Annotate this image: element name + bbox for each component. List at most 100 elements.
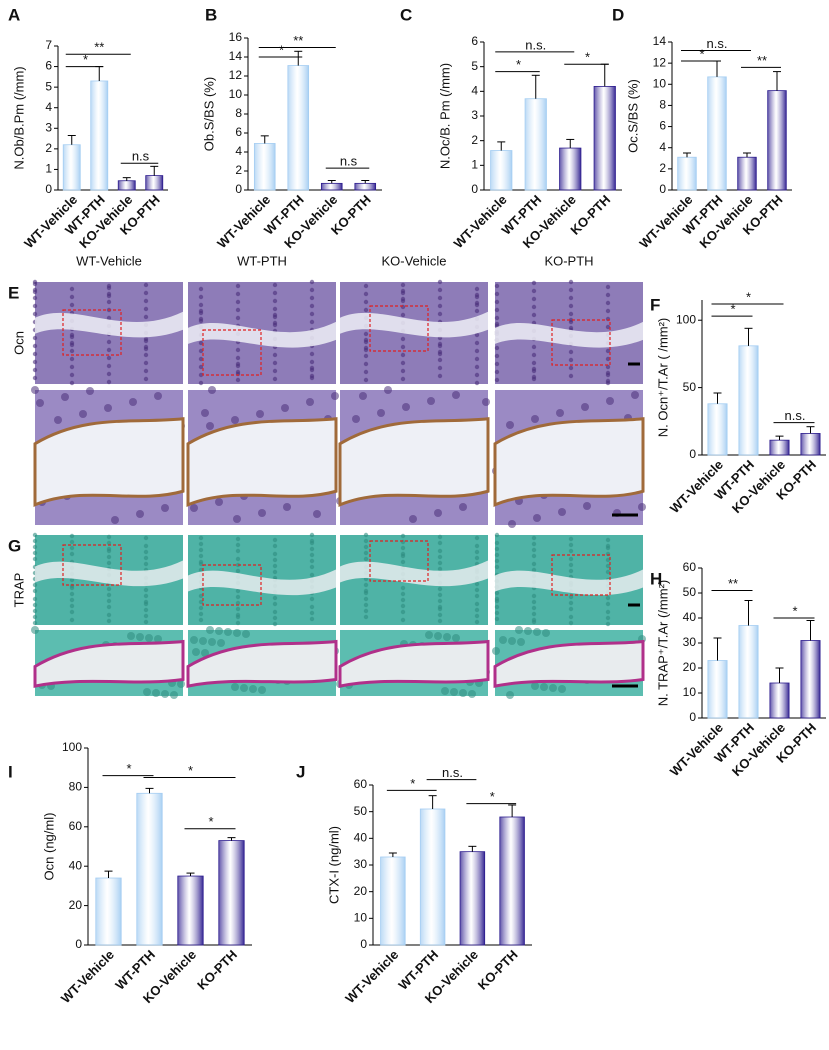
cell xyxy=(474,535,480,541)
y-axis-label: N.Ob/B.Pm (/mm) xyxy=(11,66,26,169)
y-tick-label: 6 xyxy=(45,59,52,73)
cell xyxy=(143,376,149,382)
bone xyxy=(33,417,185,507)
cell xyxy=(437,357,443,363)
cell xyxy=(32,289,38,295)
cell xyxy=(106,355,112,361)
cell xyxy=(32,614,38,620)
cell xyxy=(363,361,369,367)
cell xyxy=(400,609,406,615)
cell xyxy=(474,601,480,607)
cell xyxy=(605,557,611,563)
cell xyxy=(605,543,611,549)
cell xyxy=(106,347,112,353)
cell xyxy=(69,364,75,370)
significance-label: * xyxy=(585,50,590,65)
cell xyxy=(549,684,557,692)
cell xyxy=(605,380,611,386)
cell xyxy=(400,559,406,565)
y-tick-label: 0 xyxy=(471,182,478,196)
y-tick-label: 10 xyxy=(683,685,697,699)
cell xyxy=(143,593,149,599)
y-tick-label: 2 xyxy=(659,161,666,175)
cell xyxy=(568,365,574,371)
panel-label: H xyxy=(650,569,662,588)
cell xyxy=(363,369,369,375)
cell xyxy=(235,594,241,600)
cell xyxy=(106,293,112,299)
cell xyxy=(508,637,516,645)
cell xyxy=(309,564,315,570)
error-bar xyxy=(468,845,477,852)
cell xyxy=(32,335,38,341)
cell xyxy=(363,283,369,289)
cell xyxy=(452,391,460,399)
cell xyxy=(198,356,204,362)
cell xyxy=(309,311,315,317)
cell xyxy=(363,614,369,620)
cell xyxy=(235,299,241,305)
y-tick-label: 16 xyxy=(229,30,243,44)
cell xyxy=(272,290,278,296)
cell xyxy=(111,516,119,524)
cell xyxy=(605,300,611,306)
cell xyxy=(32,608,38,614)
cell xyxy=(69,609,75,615)
cell xyxy=(494,345,500,351)
cell xyxy=(198,559,204,565)
cell xyxy=(32,375,38,381)
cell xyxy=(494,540,500,546)
cell xyxy=(306,398,314,406)
cell xyxy=(198,547,204,553)
cell xyxy=(474,613,480,619)
cell xyxy=(605,537,611,543)
cell xyxy=(437,303,443,309)
error-bar xyxy=(388,852,397,857)
cell xyxy=(363,347,369,353)
error-bar xyxy=(95,66,104,81)
y-tick-label: 8 xyxy=(235,106,242,120)
bar xyxy=(524,98,547,191)
cell xyxy=(235,377,241,383)
cell xyxy=(69,380,75,386)
error-bar xyxy=(186,872,195,877)
cell xyxy=(143,587,149,593)
cell xyxy=(235,315,241,321)
bar xyxy=(90,80,109,191)
cell xyxy=(32,588,38,594)
y-tick-label: 10 xyxy=(653,76,667,90)
cell xyxy=(425,631,433,639)
cell xyxy=(531,352,537,358)
cell xyxy=(531,561,537,567)
cell xyxy=(568,548,574,554)
cell xyxy=(363,291,369,297)
cell xyxy=(443,633,451,641)
cell xyxy=(400,545,406,551)
cell xyxy=(437,586,443,592)
significance-label: * xyxy=(699,46,704,61)
cell xyxy=(106,604,112,610)
cell xyxy=(256,410,264,418)
cell xyxy=(258,509,266,517)
cell xyxy=(104,404,112,412)
cell xyxy=(215,627,223,635)
y-tick-label: 60 xyxy=(354,777,368,791)
panel-label: C xyxy=(400,5,412,24)
row-label: Ocn xyxy=(11,331,26,355)
bar xyxy=(707,660,728,719)
panel-label: G xyxy=(8,536,21,555)
cell xyxy=(272,306,278,312)
cell xyxy=(400,298,406,304)
cell xyxy=(192,648,200,656)
significance-label: ** xyxy=(293,33,303,48)
bar xyxy=(769,682,790,719)
bone xyxy=(188,321,336,348)
cell xyxy=(272,569,278,575)
bar xyxy=(136,792,163,946)
cell xyxy=(309,558,315,564)
cell xyxy=(309,351,315,357)
significance-label: * xyxy=(279,42,284,57)
cell xyxy=(272,376,278,382)
error-bar xyxy=(104,870,113,879)
cell xyxy=(605,569,611,575)
